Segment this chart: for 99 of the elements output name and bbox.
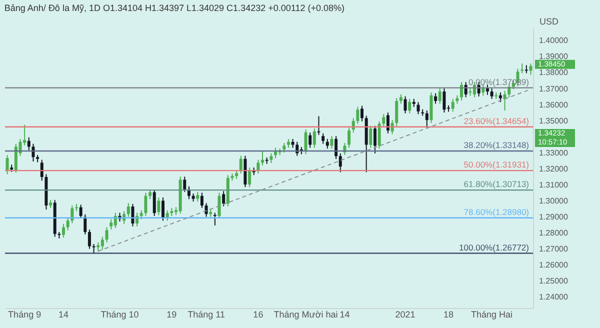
y-tick-label: 1.24000 (539, 292, 568, 302)
candlestick (144, 192, 148, 216)
candlestick (166, 210, 169, 222)
candlestick (308, 132, 312, 148)
chart-title: Bảng Anh/ Đô la Mỹ, 1D O1.34104 H1.34397 L1.34029 C1.34232 +0.00112 (+0.08%) (4, 3, 344, 13)
candlestick (529, 63, 532, 76)
candlestick (438, 88, 442, 104)
candlestick (326, 138, 329, 150)
x-tick-label: Tháng Mười hai (274, 310, 338, 320)
candlestick (200, 192, 204, 208)
x-tick-label: 14 (340, 310, 350, 320)
candlestick (442, 88, 446, 114)
candlestick (386, 112, 390, 134)
candlestick (148, 188, 152, 200)
y-tick-label: 1.32000 (539, 164, 568, 174)
candlestick (343, 142, 346, 156)
candlestick (222, 190, 226, 207)
y-tick-label: 1.36000 (539, 100, 568, 110)
candlestick (196, 191, 200, 202)
candlestick (408, 98, 412, 114)
candlestick (100, 236, 104, 250)
candlestick (434, 92, 438, 104)
x-tick-label: Tháng 9 (8, 310, 42, 320)
candlestick (40, 159, 44, 182)
candlestick (131, 203, 134, 227)
ref-line-label: 100.00%(1.26772) (459, 242, 530, 252)
candlestick (338, 152, 342, 173)
candlestick (204, 202, 208, 218)
candlestick (330, 136, 334, 150)
x-tick-label: Tháng 10 (100, 310, 139, 320)
x-tick-label: 2021 (395, 310, 416, 320)
y-tick-label: 1.39000 (539, 52, 568, 62)
candlestick (373, 125, 376, 154)
ref-line-label: 50.00%(1.31931) (464, 160, 530, 170)
candlestick (360, 105, 364, 122)
candlestick (382, 114, 386, 127)
ref-line-label: 61.80%(1.30713) (464, 179, 530, 190)
candlestick (14, 143, 18, 174)
y-tick-label: 1.30000 (539, 196, 568, 206)
candlestick (84, 214, 87, 235)
candlestick (27, 136, 30, 151)
candlestick (32, 143, 35, 162)
candlestick (312, 128, 316, 148)
y-tick-label: 1.33000 (539, 148, 568, 158)
x-tick-label: 14 (58, 310, 69, 320)
candlestick (490, 88, 494, 100)
candlestick (520, 63, 524, 74)
candlestick (88, 229, 91, 250)
ref-line-label: 78.60%(1.28980) (464, 206, 530, 217)
y-tick-label: 1.26000 (539, 260, 568, 270)
y-tick-label: 1.25000 (539, 276, 568, 286)
candlestick (6, 154, 9, 175)
y-tick-label: 1.28000 (539, 228, 568, 238)
candlestick (183, 176, 186, 192)
candlestick (369, 125, 372, 148)
candlestick (404, 96, 407, 114)
candlestick (322, 132, 325, 144)
y-tick-label: 1.27000 (539, 244, 568, 254)
ref-line-label: 38.20%(1.33148) (464, 140, 530, 150)
y-tick-label: 1.37000 (539, 84, 568, 94)
x-tick-label: 16 (253, 310, 264, 320)
candlestick (239, 155, 242, 174)
candlestick (317, 116, 320, 136)
candlestick (304, 128, 308, 155)
y-tick-label: 1.31000 (539, 180, 568, 190)
candlestick (110, 218, 113, 230)
candlestick (416, 102, 420, 115)
x-tick-label: 19 (166, 310, 177, 320)
candlestick (79, 204, 82, 219)
candlestick (256, 159, 260, 174)
y-tick-label: 1.29000 (539, 212, 568, 222)
ref-line-label: 23.60%(1.34654) (464, 116, 530, 126)
candlestick (334, 136, 338, 160)
candlestick (378, 120, 381, 150)
y-tick-label: 1.35000 (539, 116, 568, 126)
candlestick (399, 94, 402, 104)
y-axis-title: USD (540, 16, 559, 26)
candlestick (105, 226, 108, 243)
candlestick (451, 98, 454, 112)
candlestick (62, 223, 66, 238)
x-tick-label: 18 (444, 310, 454, 320)
candlestick (356, 106, 360, 124)
candlestick (157, 197, 160, 216)
candlestick (213, 212, 216, 226)
x-tick-label: Tháng Hai (471, 310, 513, 320)
candlestick (66, 217, 70, 231)
candlestick (152, 188, 156, 216)
candlestick (162, 197, 165, 222)
y-tick-label: 1.38000 (539, 68, 568, 78)
candlestick (348, 127, 351, 148)
candlestick (218, 192, 221, 219)
candlestick (248, 167, 252, 188)
candlestick (126, 202, 130, 218)
candlestick (270, 152, 273, 164)
candlestick (395, 98, 398, 127)
candlestick (425, 110, 428, 130)
candlestick (282, 142, 286, 154)
y-tick-label: 1.40000 (539, 36, 568, 46)
x-tick-label: Tháng 11 (188, 310, 225, 320)
